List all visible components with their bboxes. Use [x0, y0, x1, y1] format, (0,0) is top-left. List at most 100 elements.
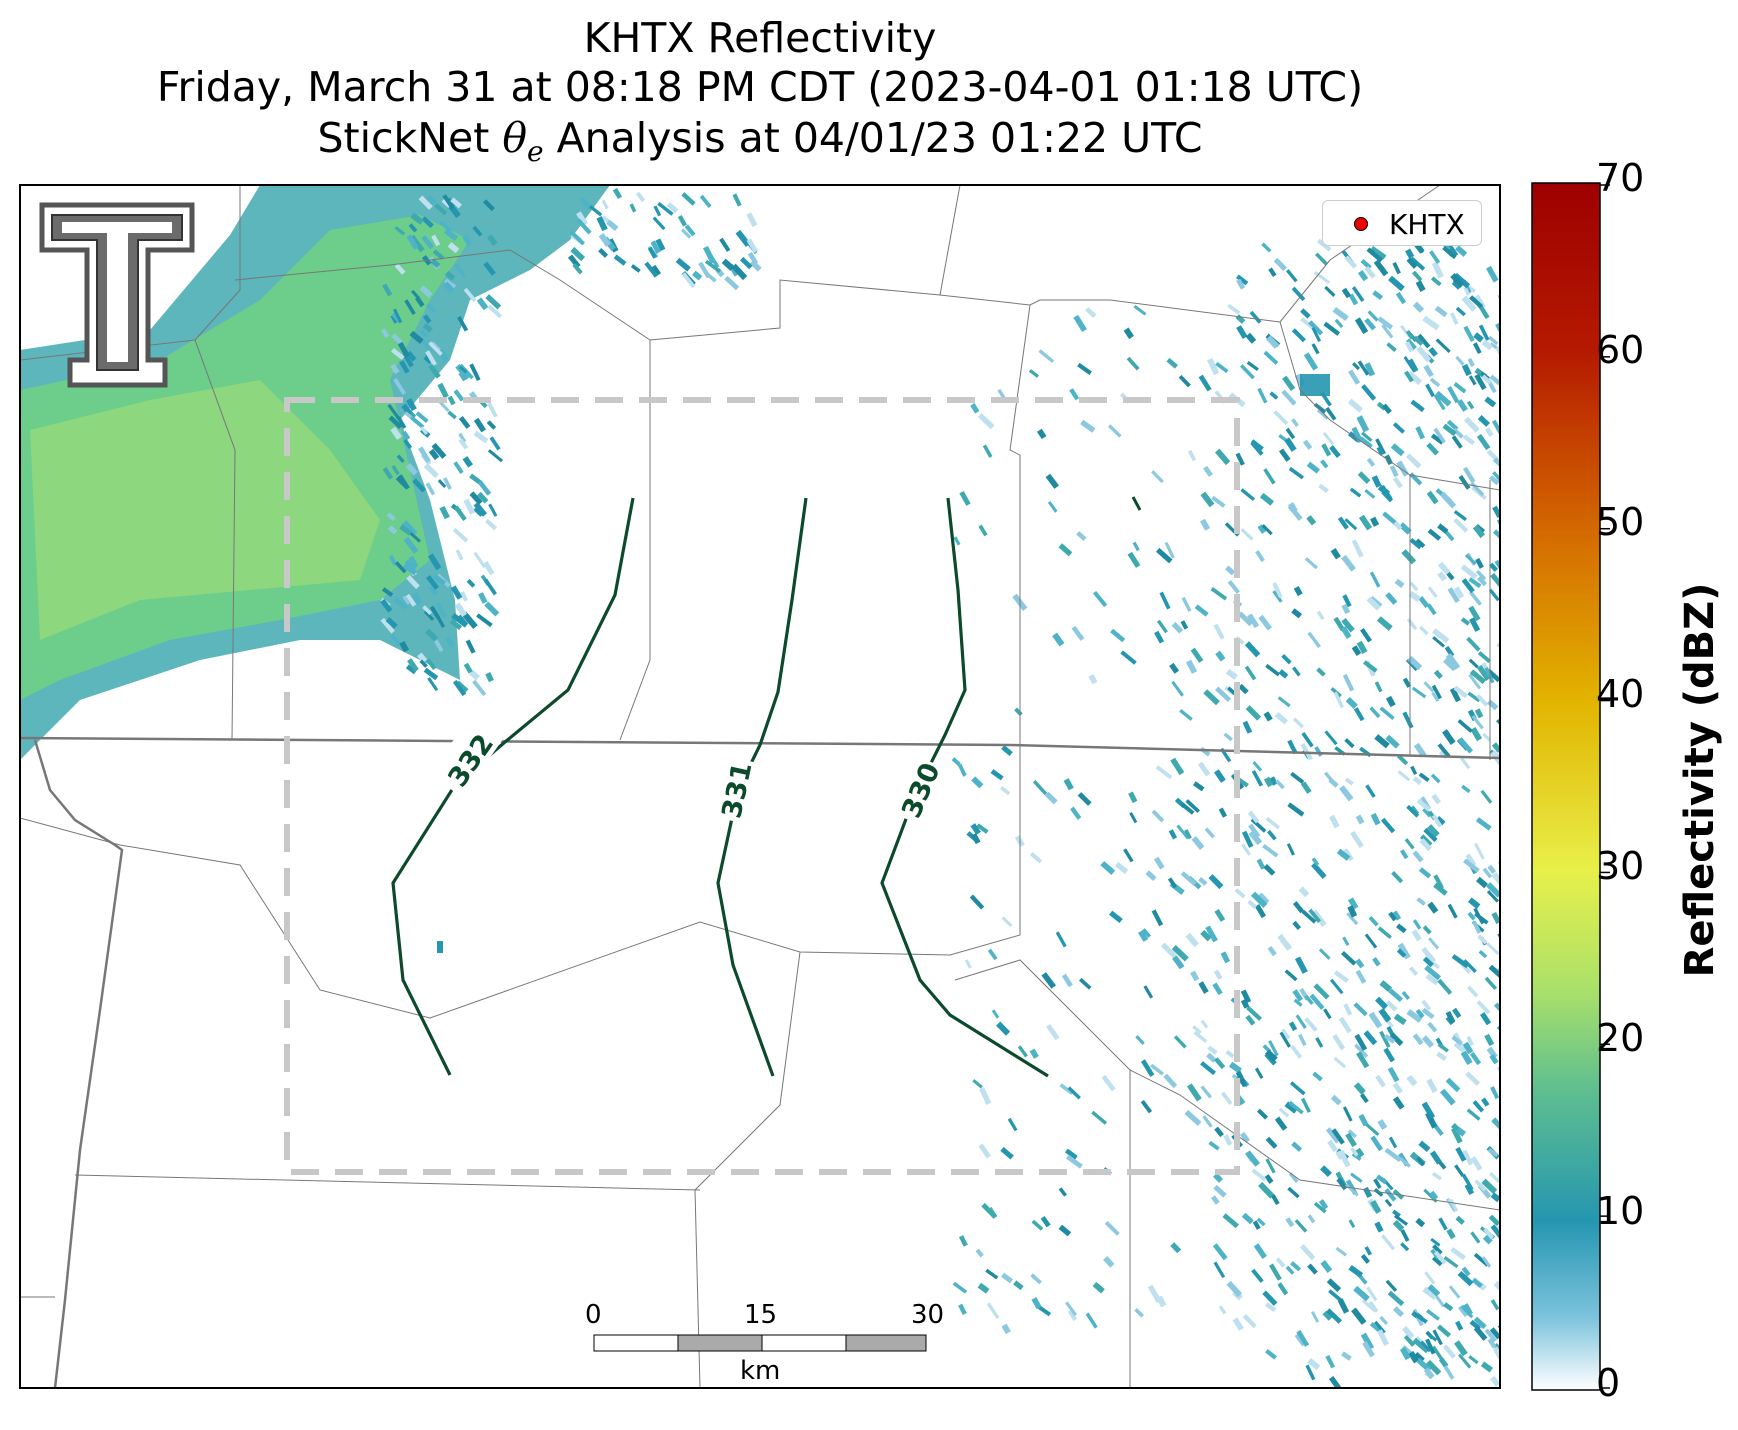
- echo-speckle: [1421, 1007, 1435, 1020]
- echo-speckle: [650, 264, 662, 277]
- echo-speckle: [1457, 719, 1473, 733]
- echo-speckle: [1383, 1047, 1396, 1063]
- echo-speckle: [1453, 586, 1465, 599]
- echo-speckle: [1307, 1214, 1316, 1224]
- echo-speckle: [1390, 443, 1405, 457]
- echo-speckle: [1270, 1194, 1280, 1206]
- echo-speckle: [1489, 1327, 1500, 1340]
- echo-speckle: [1254, 1067, 1264, 1079]
- echo-speckle: [1133, 304, 1147, 316]
- echo-speckle: [473, 551, 487, 569]
- echo-speckle: [1354, 1147, 1365, 1158]
- echo-speckle: [675, 257, 691, 272]
- echo-speckle: [432, 249, 445, 260]
- echo-speckle: [1092, 590, 1108, 608]
- echo-speckle: [423, 463, 439, 479]
- echo-speckle: [1417, 333, 1431, 349]
- echo-speckle: [1321, 443, 1332, 457]
- echo-speckle: [1316, 667, 1326, 677]
- echo-speckle: [1140, 1099, 1153, 1114]
- echo-speckle: [1464, 1183, 1475, 1195]
- echo-speckle: [1341, 287, 1352, 299]
- echo-speckle: [1318, 948, 1331, 960]
- echo-speckle: [1463, 858, 1480, 873]
- echo-speckle: [417, 652, 428, 664]
- echo-speckle: [1409, 256, 1426, 271]
- echo-speckle: [1342, 936, 1350, 946]
- echo-speckle: [1322, 1310, 1333, 1321]
- echo-speckle: [1281, 1028, 1291, 1040]
- echo-speckle: [747, 251, 759, 265]
- echo-speckle: [1357, 471, 1371, 484]
- echo-speckle: [1245, 705, 1262, 721]
- echo-speckle: [1342, 1106, 1353, 1122]
- echo-speckle: [1323, 321, 1341, 336]
- echo-speckle: [1337, 1298, 1350, 1314]
- echo-speckle: [1482, 867, 1493, 879]
- echo-speckle: [1300, 781, 1312, 794]
- echo-speckle: [431, 442, 447, 459]
- echo-speckle: [1256, 858, 1266, 870]
- echo-speckle: [1473, 1252, 1490, 1267]
- echo-speckle: [1163, 1073, 1178, 1089]
- echo-speckle: [1077, 792, 1092, 806]
- echo-speckle: [1291, 608, 1303, 619]
- echo-speckle: [1249, 310, 1262, 324]
- echo-speckle: [1460, 1050, 1473, 1066]
- echo-speckle: [1104, 1221, 1120, 1236]
- theta-symbol: θe: [502, 114, 544, 169]
- echo-speckle: [1337, 516, 1349, 530]
- echo-speckle: [1492, 529, 1500, 545]
- echo-speckle: [1185, 659, 1198, 674]
- echo-speckle: [1290, 771, 1305, 784]
- echo-speckle: [1420, 1340, 1432, 1353]
- cbar-tick-0: 0: [1596, 1361, 1621, 1405]
- echo-speckle: [1362, 1186, 1373, 1199]
- echo-speckle: [1358, 514, 1373, 531]
- echo-speckle: [1192, 781, 1205, 792]
- echo-speckle: [442, 194, 455, 210]
- echo-speckle: [1408, 591, 1421, 603]
- echo-speckle: [1377, 316, 1394, 330]
- echo-speckle: [1241, 843, 1251, 856]
- echo-speckle: [1031, 1219, 1044, 1231]
- echo-speckle: [1279, 448, 1291, 462]
- echo-speckle: [1418, 596, 1430, 609]
- echo-speckle: [1291, 418, 1299, 427]
- echo-speckle: [1253, 1243, 1267, 1259]
- echo-speckle: [964, 959, 972, 969]
- echo-speckle: [1339, 785, 1354, 802]
- title-line-3: StickNet θe Analysis at 04/01/23 01:22 U…: [20, 115, 1500, 175]
- echo-speckle: [601, 199, 609, 210]
- echo-speckle: [1364, 266, 1376, 279]
- echo-speckle: [1278, 1107, 1290, 1118]
- echo-speckle: [1240, 989, 1252, 1004]
- echo-speckle: [454, 602, 468, 618]
- echo-speckle: [1492, 1346, 1500, 1360]
- echo-speckle: [1416, 798, 1431, 812]
- echo-speckle: [1277, 1282, 1289, 1296]
- echo-speckle: [1384, 1198, 1393, 1207]
- echo-speckle: [1347, 1129, 1357, 1139]
- echo-speckle: [1412, 776, 1423, 786]
- echo-speckle: [1385, 1000, 1398, 1012]
- echo-speckle: [402, 595, 411, 605]
- echo-speckle: [1169, 662, 1180, 674]
- echo-speckle: [1379, 1030, 1391, 1048]
- echo-speckle: [1468, 1355, 1479, 1365]
- echo-speckle: [1332, 1034, 1345, 1051]
- echo-speckle: [1085, 307, 1097, 318]
- echo-speckle: [1404, 838, 1415, 850]
- echo-speckle: [1320, 1165, 1332, 1178]
- echo-speckle: [1311, 862, 1327, 879]
- echo-speckle: [453, 461, 464, 475]
- echo-speckle: [1357, 270, 1369, 282]
- echo-speckle: [488, 503, 498, 517]
- echo-speckle: [1138, 929, 1149, 942]
- echo-speckle: [1305, 1364, 1316, 1381]
- echo-speckle: [1293, 998, 1303, 1007]
- echo-speckle: [1363, 1030, 1378, 1046]
- echo-speckle: [1478, 324, 1490, 341]
- echo-speckle: [1373, 1178, 1382, 1190]
- echo-speckle: [394, 263, 406, 275]
